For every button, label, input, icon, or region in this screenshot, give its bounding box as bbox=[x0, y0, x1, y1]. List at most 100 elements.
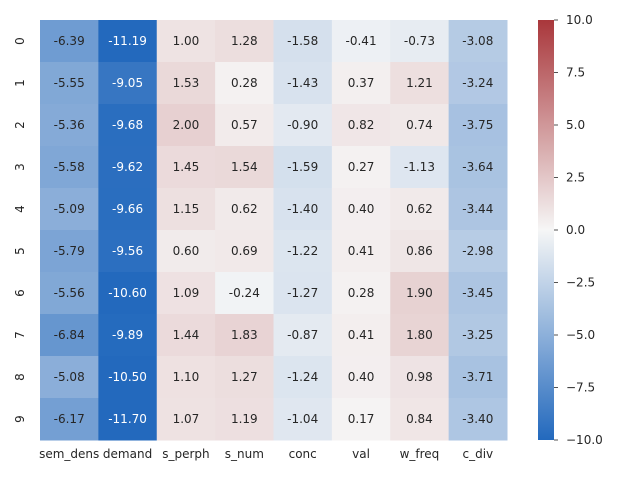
y-tick-label: 1 bbox=[13, 79, 27, 87]
heatmap-cell bbox=[98, 398, 158, 441]
heatmap-cell bbox=[448, 62, 508, 105]
heatmap-cell bbox=[448, 356, 508, 399]
heatmap-cell bbox=[448, 146, 508, 189]
heatmap-cell bbox=[98, 62, 158, 105]
heatmap-cell bbox=[98, 314, 158, 357]
cell-value-label: -5.09 bbox=[54, 202, 85, 216]
heatmap-cell bbox=[156, 272, 216, 315]
cell-value-label: -1.13 bbox=[404, 160, 435, 174]
cell-value-label: -6.17 bbox=[54, 412, 85, 426]
heatmap-cell bbox=[273, 230, 333, 273]
cell-value-label: -9.89 bbox=[112, 328, 143, 342]
y-tick-label: 2 bbox=[13, 121, 27, 129]
heatmap-cell bbox=[331, 104, 391, 147]
cell-value-label: -2.98 bbox=[462, 244, 493, 258]
y-tick-label: 0 bbox=[13, 37, 27, 45]
heatmap-cell bbox=[273, 20, 333, 63]
cell-value-label: -9.56 bbox=[112, 244, 143, 258]
heatmap-cell bbox=[390, 356, 450, 399]
heatmap-cell bbox=[390, 188, 450, 231]
cell-value-label: 0.62 bbox=[231, 202, 258, 216]
heatmap-cell bbox=[390, 272, 450, 315]
cell-value-label: 0.27 bbox=[348, 160, 375, 174]
cell-value-label: -5.56 bbox=[54, 286, 85, 300]
cell-value-label: -1.27 bbox=[287, 286, 318, 300]
cell-value-label: 1.07 bbox=[173, 412, 200, 426]
heatmap-cell bbox=[98, 20, 158, 63]
heatmap-cell bbox=[156, 62, 216, 105]
cell-value-label: 1.80 bbox=[406, 328, 433, 342]
cell-value-label: 1.53 bbox=[173, 76, 200, 90]
heatmap-cell bbox=[331, 146, 391, 189]
cell-value-label: 0.69 bbox=[231, 244, 258, 258]
cell-value-label: -1.59 bbox=[287, 160, 318, 174]
cell-value-label: 0.82 bbox=[348, 118, 375, 132]
cell-value-label: -5.79 bbox=[54, 244, 85, 258]
heatmap-cell bbox=[448, 230, 508, 273]
heatmap-cell bbox=[390, 62, 450, 105]
cell-value-label: -10.60 bbox=[108, 286, 147, 300]
y-tick-label: 3 bbox=[13, 163, 27, 171]
x-tick-label: s_perph bbox=[162, 447, 209, 461]
cell-value-label: 1.10 bbox=[173, 370, 200, 384]
colorbar-tick-label: 2.5 bbox=[566, 171, 585, 185]
heatmap-cell bbox=[273, 146, 333, 189]
cell-value-label: -0.87 bbox=[287, 328, 318, 342]
cell-value-label: 1.00 bbox=[173, 34, 200, 48]
cell-value-label: 1.83 bbox=[231, 328, 258, 342]
cell-value-label: 0.28 bbox=[348, 286, 375, 300]
heatmap-cell bbox=[215, 314, 274, 357]
cell-value-label: -5.58 bbox=[54, 160, 85, 174]
cell-value-label: -3.08 bbox=[462, 34, 493, 48]
heatmap-cell bbox=[273, 188, 333, 231]
heatmap-cell bbox=[390, 104, 450, 147]
cell-value-label: -3.25 bbox=[462, 328, 493, 342]
heatmap-cell bbox=[40, 62, 99, 105]
heatmap-cell bbox=[331, 188, 391, 231]
cell-value-label: -3.40 bbox=[462, 412, 493, 426]
heatmap-cell bbox=[215, 398, 274, 441]
cell-value-label: -1.43 bbox=[287, 76, 318, 90]
x-axis-ticks: sem_dens demand s_perph s_num conc val w_freq c… bbox=[39, 447, 493, 461]
cell-value-label: -0.73 bbox=[404, 34, 435, 48]
heatmap-cell bbox=[40, 20, 99, 63]
cell-value-label: 0.28 bbox=[231, 76, 258, 90]
x-tick-label: s_num bbox=[225, 447, 264, 461]
heatmap-cell bbox=[40, 356, 99, 399]
cell-value-label: 1.28 bbox=[231, 34, 258, 48]
cell-value-label: 1.45 bbox=[173, 160, 200, 174]
heatmap-cell bbox=[40, 188, 99, 231]
y-axis-ticks: 0 1 2 3 4 5 6 7 8 9 bbox=[13, 37, 27, 423]
heatmap-cell bbox=[156, 104, 216, 147]
colorbar-tick-label: 5.0 bbox=[566, 118, 585, 132]
cell-value-label: -3.75 bbox=[462, 118, 493, 132]
heatmap-cell bbox=[448, 104, 508, 147]
heatmap-cell bbox=[98, 146, 158, 189]
cell-value-label: -3.45 bbox=[462, 286, 493, 300]
colorbar-tick-label: −10.0 bbox=[566, 433, 603, 447]
heatmap-cell bbox=[331, 62, 391, 105]
heatmap-cell bbox=[215, 272, 274, 315]
heatmap-cell bbox=[40, 104, 99, 147]
cell-value-label: -11.70 bbox=[108, 412, 147, 426]
cell-value-label: 0.86 bbox=[406, 244, 433, 258]
cell-value-label: 0.40 bbox=[348, 202, 375, 216]
heatmap-cell bbox=[215, 20, 274, 63]
cell-value-label: -1.40 bbox=[287, 202, 318, 216]
cell-value-label: 2.00 bbox=[173, 118, 200, 132]
cell-value-label: -3.64 bbox=[462, 160, 493, 174]
heatmap-cell bbox=[156, 314, 216, 357]
heatmap-cell bbox=[215, 230, 274, 273]
heatmap-cell bbox=[40, 146, 99, 189]
cell-value-label: -9.66 bbox=[112, 202, 143, 216]
heatmap-cell bbox=[448, 188, 508, 231]
cell-value-label: -6.84 bbox=[54, 328, 85, 342]
heatmap-cell bbox=[273, 62, 333, 105]
cell-value-label: -3.24 bbox=[462, 76, 493, 90]
heatmap-cell bbox=[273, 104, 333, 147]
heatmap-cell bbox=[448, 272, 508, 315]
colorbar-tick-label: 0.0 bbox=[566, 223, 585, 237]
cell-value-label: -9.68 bbox=[112, 118, 143, 132]
x-tick-label: demand bbox=[103, 447, 152, 461]
